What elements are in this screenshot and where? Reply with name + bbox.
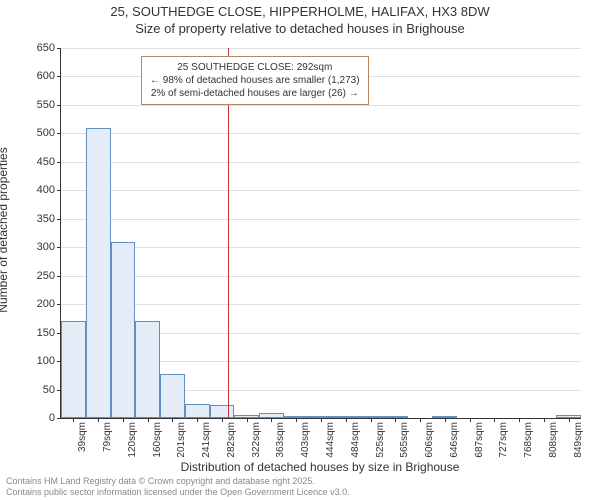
annotation-line-2: ← 98% of detached houses are smaller (1,… bbox=[150, 74, 360, 87]
x-tick bbox=[148, 418, 149, 422]
footer-line-1: Contains HM Land Registry data © Crown c… bbox=[6, 476, 350, 487]
y-tick-label: 200 bbox=[25, 298, 55, 310]
gridline bbox=[61, 48, 581, 49]
x-tick bbox=[420, 418, 421, 422]
x-tick-label: 282sqm bbox=[226, 422, 237, 458]
footer-line-2: Contains public sector information licen… bbox=[6, 487, 350, 498]
x-tick-label: 160sqm bbox=[152, 422, 163, 458]
gridline bbox=[61, 247, 581, 248]
y-tick bbox=[57, 76, 61, 77]
y-tick-label: 500 bbox=[25, 127, 55, 139]
y-tick bbox=[57, 276, 61, 277]
x-tick bbox=[271, 418, 272, 422]
y-tick-label: 550 bbox=[25, 99, 55, 111]
x-tick-label: 484sqm bbox=[350, 422, 361, 458]
y-tick bbox=[57, 133, 61, 134]
y-tick bbox=[57, 105, 61, 106]
chart-container: 25, SOUTHEDGE CLOSE, HIPPERHOLME, HALIFA… bbox=[0, 0, 600, 500]
y-tick bbox=[57, 418, 61, 419]
x-tick bbox=[172, 418, 173, 422]
x-tick bbox=[296, 418, 297, 422]
x-tick-label: 403sqm bbox=[300, 422, 311, 458]
annotation-box: 25 SOUTHEDGE CLOSE: 292sqm← 98% of detac… bbox=[141, 56, 369, 105]
footer-attribution: Contains HM Land Registry data © Crown c… bbox=[6, 476, 350, 498]
histogram-bar bbox=[86, 128, 111, 418]
y-tick bbox=[57, 48, 61, 49]
x-tick bbox=[222, 418, 223, 422]
x-tick-label: 79sqm bbox=[102, 422, 113, 452]
gridline bbox=[61, 276, 581, 277]
x-tick bbox=[544, 418, 545, 422]
x-tick bbox=[395, 418, 396, 422]
x-tick bbox=[247, 418, 248, 422]
x-tick bbox=[98, 418, 99, 422]
y-tick-label: 600 bbox=[25, 70, 55, 82]
plot-area: 0501001502002503003504004505005506006503… bbox=[60, 48, 580, 418]
y-tick-label: 300 bbox=[25, 241, 55, 253]
x-tick-label: 768sqm bbox=[523, 422, 534, 458]
histogram-bar bbox=[61, 321, 86, 418]
y-tick bbox=[57, 190, 61, 191]
y-tick bbox=[57, 304, 61, 305]
gridline bbox=[61, 219, 581, 220]
histogram-bar bbox=[135, 321, 160, 418]
x-tick-label: 39sqm bbox=[77, 422, 88, 452]
x-tick bbox=[197, 418, 198, 422]
y-tick-label: 400 bbox=[25, 184, 55, 196]
x-tick bbox=[494, 418, 495, 422]
y-tick-label: 250 bbox=[25, 270, 55, 282]
y-tick-label: 100 bbox=[25, 355, 55, 367]
plot: 0501001502002503003504004505005506006503… bbox=[60, 48, 581, 419]
y-tick bbox=[57, 247, 61, 248]
x-tick-label: 565sqm bbox=[399, 422, 410, 458]
title-line-1: 25, SOUTHEDGE CLOSE, HIPPERHOLME, HALIFA… bbox=[0, 4, 600, 21]
x-tick-label: 120sqm bbox=[127, 422, 138, 458]
y-tick bbox=[57, 219, 61, 220]
x-tick bbox=[371, 418, 372, 422]
x-tick-label: 201sqm bbox=[176, 422, 187, 458]
gridline bbox=[61, 133, 581, 134]
x-tick-label: 687sqm bbox=[474, 422, 485, 458]
histogram-bar bbox=[210, 405, 235, 418]
histogram-bar bbox=[160, 374, 185, 418]
annotation-line-3: 2% of semi-detached houses are larger (2… bbox=[150, 87, 360, 100]
y-tick-label: 150 bbox=[25, 327, 55, 339]
gridline bbox=[61, 304, 581, 305]
gridline bbox=[61, 190, 581, 191]
y-axis-label: Number of detached properties bbox=[0, 147, 10, 312]
x-tick-label: 606sqm bbox=[424, 422, 435, 458]
x-tick-label: 444sqm bbox=[325, 422, 336, 458]
y-tick bbox=[57, 162, 61, 163]
x-tick bbox=[519, 418, 520, 422]
x-tick-label: 322sqm bbox=[251, 422, 262, 458]
y-tick-label: 350 bbox=[25, 213, 55, 225]
title-line-2: Size of property relative to detached ho… bbox=[0, 21, 600, 38]
histogram-bar bbox=[111, 242, 136, 418]
y-tick-label: 650 bbox=[25, 42, 55, 54]
y-tick-label: 0 bbox=[25, 412, 55, 424]
x-tick bbox=[321, 418, 322, 422]
gridline bbox=[61, 162, 581, 163]
x-axis-label: Distribution of detached houses by size … bbox=[60, 460, 580, 474]
x-tick bbox=[73, 418, 74, 422]
x-tick-label: 849sqm bbox=[573, 422, 584, 458]
x-tick bbox=[569, 418, 570, 422]
annotation-line-1: 25 SOUTHEDGE CLOSE: 292sqm bbox=[150, 61, 360, 74]
x-tick-label: 241sqm bbox=[201, 422, 212, 458]
histogram-bar bbox=[185, 404, 210, 418]
gridline bbox=[61, 105, 581, 106]
x-tick-label: 808sqm bbox=[548, 422, 559, 458]
x-tick bbox=[445, 418, 446, 422]
x-tick bbox=[346, 418, 347, 422]
x-tick-label: 727sqm bbox=[498, 422, 509, 458]
chart-title: 25, SOUTHEDGE CLOSE, HIPPERHOLME, HALIFA… bbox=[0, 4, 600, 38]
x-tick-label: 646sqm bbox=[449, 422, 460, 458]
x-tick-label: 525sqm bbox=[375, 422, 386, 458]
y-tick-label: 450 bbox=[25, 156, 55, 168]
x-tick bbox=[123, 418, 124, 422]
x-tick-label: 363sqm bbox=[275, 422, 286, 458]
y-tick-label: 50 bbox=[25, 384, 55, 396]
x-tick bbox=[470, 418, 471, 422]
